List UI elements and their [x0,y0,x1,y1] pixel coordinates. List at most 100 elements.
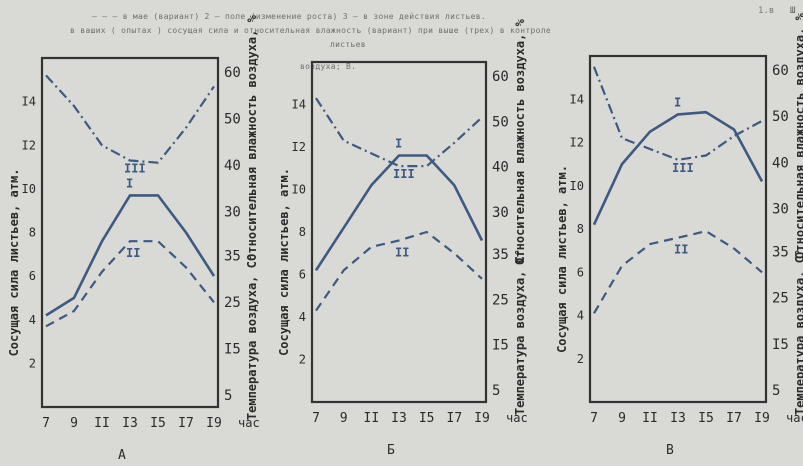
right-lower-tick-label: 25 [772,291,789,307]
caption-line-4: воздуха; В. [300,62,357,71]
caption-line-3: листьев [330,40,366,49]
left-tick-label: 6 [577,265,584,279]
caption-line-2: в ваших ( опытах ) сосущая сила и относи… [70,26,551,35]
caption-line-1: — — — в мае (вариант) 2 — поле (изменени… [92,12,486,21]
right-lower-tick-label: I5 [492,338,509,354]
left-axis-label: Сосущая сила листьев, атм. [277,168,291,356]
x-tick-label: 9 [70,416,78,431]
left-tick-label: I4 [22,95,36,109]
right-upper-tick-label: 40 [492,160,509,176]
right-corner-mark: Ш [790,6,796,16]
left-tick-label: I0 [22,182,36,196]
right-lower-tick-label: 35 [492,247,509,263]
x-unit-label: час [238,416,260,430]
left-tick-label: 8 [299,225,306,239]
right-lower-axis-label: Температура воздуха, С° [793,249,803,415]
right-upper-axis-label: Относительная влажность воздуха, % [245,14,259,260]
x-tick-label: I9 [206,416,222,431]
x-tick-label: I7 [447,411,463,426]
left-tick-label: I2 [22,138,36,152]
right-lower-tick-label: I5 [224,341,241,357]
right-upper-tick-label: 50 [224,112,241,128]
right-upper-tick-label: 40 [224,158,241,174]
corner-mark: 1.в [758,6,775,16]
x-tick-label: I5 [698,411,714,426]
series-line-I [45,194,216,317]
panel-letter-label: В [666,443,674,458]
x-tick-label: 7 [312,411,320,426]
panel-letter-label: Б [387,443,395,458]
right-upper-tick-label: 60 [492,69,509,85]
left-tick-label: I0 [292,183,306,197]
left-tick-label: 4 [29,313,36,327]
series-line-II [315,230,483,312]
right-lower-tick-label: 35 [224,248,241,264]
chart-panel-2: 2 4 6 8 I0 I2 I4 30 40 50 60 5 I5 25 35 7 9 II I3 I5 I7 I9 час… [277,18,528,458]
series-line-II [45,240,215,328]
right-lower-axis-label: Температура воздуха, С° [245,254,259,420]
left-tick-label: I2 [292,140,306,154]
right-lower-tick-label: I5 [772,337,789,353]
series-label-III: III [672,161,694,175]
right-upper-tick-label: 30 [492,205,509,221]
right-lower-tick-label: 35 [772,245,789,261]
x-unit-label: час [506,411,528,425]
left-tick-label: 4 [299,310,306,324]
series-label-II: II [395,246,409,260]
right-lower-tick-label: 5 [224,388,232,404]
x-tick-label: I9 [754,411,770,426]
panel-frame [588,54,768,404]
x-tick-label: II [94,416,110,431]
series-label-I: I [126,176,133,190]
x-tick-label: I5 [150,416,166,431]
x-tick-label: I7 [726,411,742,426]
left-tick-label: 6 [29,269,36,283]
series-line-III [315,97,483,168]
left-tick-label: I4 [570,92,584,106]
right-lower-tick-label: 25 [492,292,509,308]
right-upper-tick-label: 60 [772,63,789,79]
right-upper-tick-label: 30 [772,201,789,217]
chart-panel-3: 2 4 6 8 I0 I2 I4 30 40 50 60 5 I5 25 35 7 9 II I3 I5 I7 I9 час… [555,12,803,458]
left-tick-label: I2 [570,136,584,150]
right-upper-axis-label: Относительная влажность воздуха, % [513,18,527,264]
panel-frame [40,56,220,409]
right-upper-tick-label: 30 [224,205,241,221]
left-tick-label: 4 [577,309,584,323]
series-label-III: III [124,162,146,176]
x-tick-label: II [642,411,658,426]
x-tick-label: 9 [618,411,626,426]
x-tick-label: 9 [340,411,348,426]
x-tick-label: I3 [391,411,407,426]
left-tick-label: I4 [292,98,306,112]
right-lower-tick-label: 5 [772,383,780,399]
series-line-III [45,74,215,164]
series-label-II: II [126,246,140,260]
series-label-I: I [395,137,402,151]
panel-letter-label: А [118,448,126,463]
series-line-II [593,230,763,314]
x-tick-label: I3 [670,411,686,426]
left-tick-label: 8 [29,226,36,240]
left-tick-label: 2 [577,352,584,366]
right-upper-axis-label: Относительная влажность воздуха, % [793,12,803,258]
left-tick-label: I0 [570,179,584,193]
left-axis-label: Сосущая сила листьев, атм. [7,169,21,357]
right-upper-tick-label: 50 [772,109,789,125]
x-tick-label: I3 [122,416,138,431]
series-label-II: II [674,243,688,257]
left-tick-label: 2 [299,353,306,367]
chart-panel-1: 2 4 6 8 I0 I2 I4 30 40 50 60 5 I5 25 35 7 9 II I3 I5 I7 I9 час… [7,14,260,463]
x-tick-label: 7 [590,411,598,426]
x-tick-label: I9 [474,411,490,426]
left-tick-label: 2 [29,356,36,370]
series-label-III: III [393,167,415,181]
right-lower-axis-label: Температура воздуха, С° [513,249,527,415]
x-tick-label: I5 [419,411,435,426]
left-tick-label: 8 [577,222,584,236]
x-unit-label: час [786,411,803,425]
series-line-I [592,110,764,226]
x-tick-label: II [364,411,380,426]
